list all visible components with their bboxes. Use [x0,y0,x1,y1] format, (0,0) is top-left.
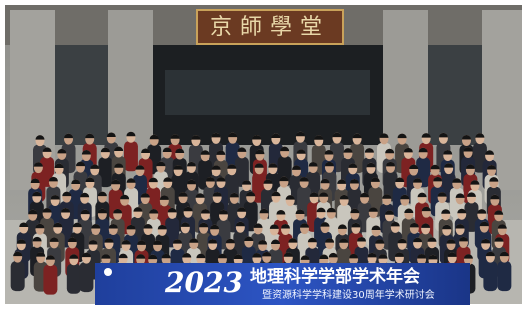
person-body [11,261,25,291]
person-body [124,141,138,171]
banner-logo [104,268,112,276]
sign-text: 京師學堂 [210,15,330,40]
pillar [383,10,428,150]
person-body [497,261,511,291]
person-body [67,264,81,294]
person-body [43,265,57,295]
window-left [55,45,110,145]
person-body [483,261,497,291]
pillar [108,10,153,150]
window-right [425,45,485,145]
banner-title: 地理科学学部学术年会 [250,266,420,287]
entrance-window [165,70,370,115]
photo: 京師學堂 2023 地理科学学部学术年会 暨资源科学学科建设30周年学术研讨会 [0,0,527,309]
person-body [79,262,93,292]
banner-subtitle: 暨资源科学学科建设30周年学术研讨会 [262,288,435,301]
banner-year: 2023 [164,266,243,299]
